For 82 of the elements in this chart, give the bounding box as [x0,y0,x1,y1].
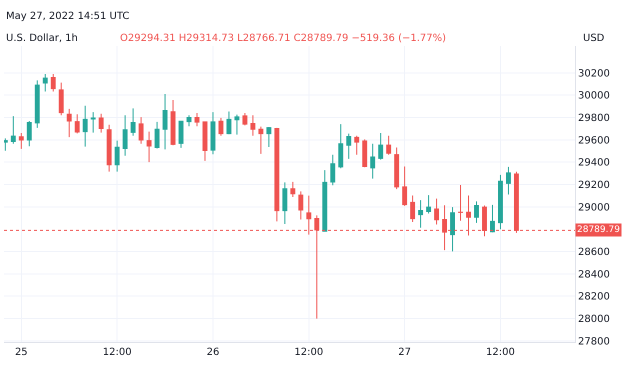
candlestick [258,126,264,154]
candlestick [394,147,400,190]
candlestick [186,114,192,127]
candlestick [90,112,96,134]
chart-title: U.S. Dollar, 1h [6,33,78,44]
y-tick-label: 30200 [578,68,610,80]
candlestick [234,114,240,136]
candlestick [178,120,184,148]
candlestick [458,184,463,222]
candlestick [98,113,104,134]
candlestick [4,138,8,152]
candlestick [354,135,360,156]
candlestick [330,154,336,186]
text: May 27, 2022 14:51 UTC [6,11,130,22]
candlestick [242,112,248,126]
candlestick [10,116,16,144]
candlestick [506,166,511,195]
candlestick [66,108,72,138]
candlestick [74,114,80,134]
candlestick [218,117,224,136]
y-tick-label: 29400 [578,158,610,169]
candlestick [498,174,503,230]
candlestick [298,190,304,220]
x-tick-label: 12:00 [102,347,132,358]
candlestick [170,100,176,146]
candlestick [434,198,440,225]
candlestick [450,206,455,252]
candlestick [346,133,352,160]
y-tick-label: 29600 [578,135,610,146]
y-tick-label: 30000 [578,90,610,102]
x-tick-label: 12:00 [294,347,324,358]
candlestick [82,105,88,148]
candlestick [274,127,280,222]
candlestick [378,132,384,160]
candlestick [146,131,152,163]
candlestick [18,132,24,150]
candlestick [162,94,168,150]
candlestick [474,200,479,224]
y-tick-label: 29000 [578,202,610,214]
y-tick-label: 27800 [578,336,610,348]
candlestick [226,110,232,135]
x-tick-label: 26 [206,347,220,358]
candlestick [138,116,144,144]
x-tick-label: 27 [398,347,411,358]
candlestick [370,143,376,180]
candlestick [282,182,288,224]
candlestick [426,194,432,214]
candlestick [194,112,200,127]
x-tick-label: 12:00 [486,347,515,358]
y-tick-label: 29200 [578,180,610,192]
candlestick [322,170,328,232]
candlestick [418,200,424,228]
candlestick [202,121,208,162]
candlestick [154,121,160,150]
candlestick [114,140,120,172]
ref-line-label: 28789.79 [577,225,620,235]
candlestick [290,181,296,198]
candlestick [250,114,256,136]
candlestick [122,114,128,156]
y-tick-label: 29800 [578,112,610,124]
y-tick-label: 28400 [578,269,610,280]
candlestick [50,74,56,92]
candlestick [402,166,408,206]
x-tick-label: 25 [14,347,28,358]
text: O29294.31 H29314.73 L28766.71 C28789.79 −519.36 (−1.77%) [120,33,446,44]
candlestick [338,124,344,169]
y-tick-label: 28000 [578,314,610,326]
candlestick [266,126,272,148]
y-tick-label: 28600 [578,247,610,258]
candlestick [42,74,48,92]
y-axis-title: USD [583,33,605,44]
candlestick [106,124,112,172]
candlestick [130,108,136,136]
candlestick [362,138,368,168]
y-tick-label: 28200 [578,292,610,303]
candlestick [58,82,64,116]
candlestick [210,112,216,155]
candlestick [490,204,495,233]
candlestick [386,135,392,156]
candlestick [410,194,416,223]
candlestick [34,80,40,128]
candlestick [26,120,32,147]
